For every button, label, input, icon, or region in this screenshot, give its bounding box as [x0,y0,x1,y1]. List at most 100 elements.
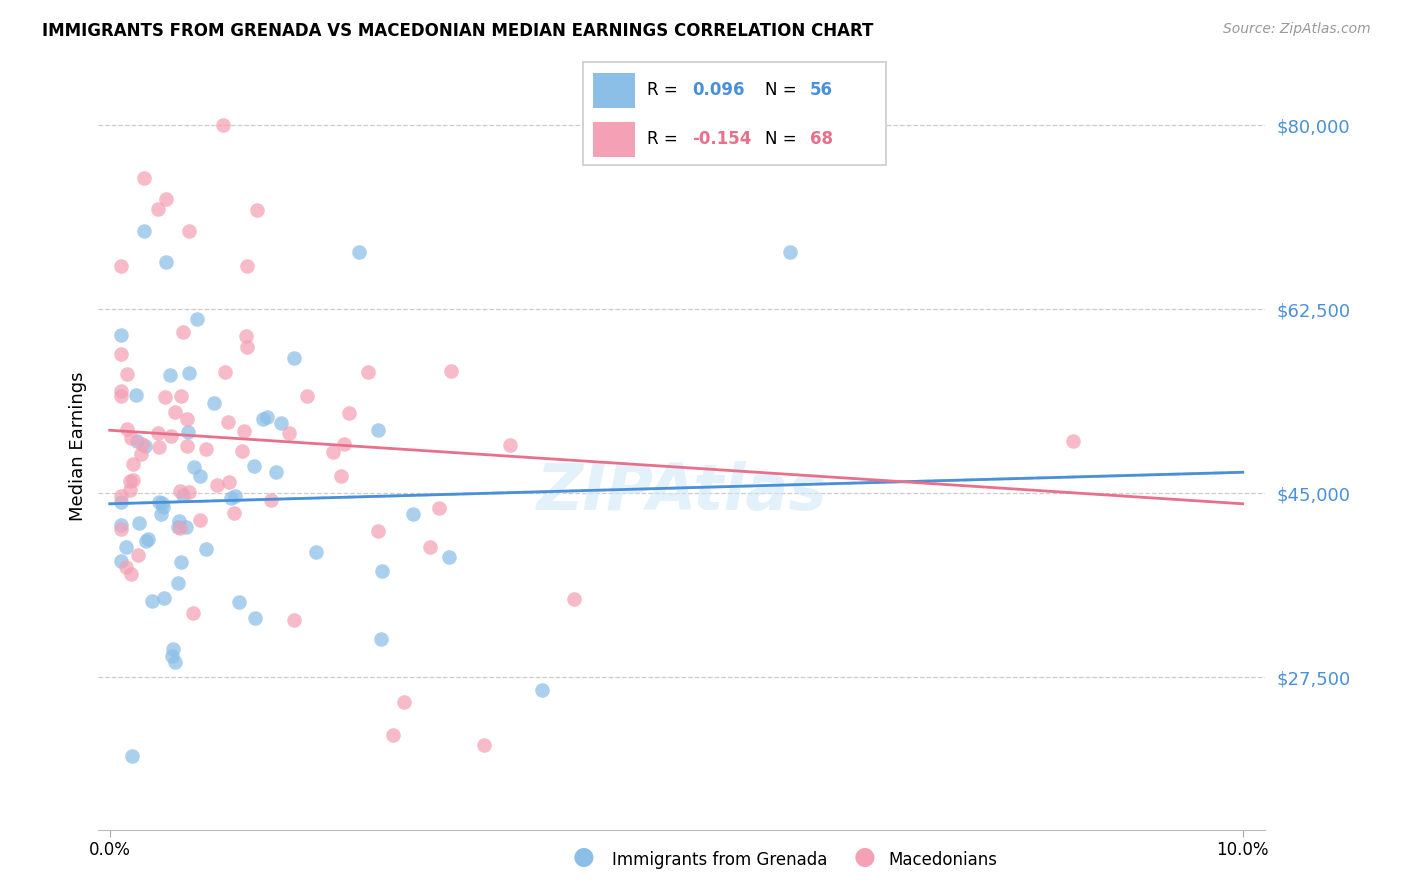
Point [322,445,344,459]
Point [132,171,155,186]
Text: N =: N = [765,130,801,148]
Point [235,329,257,343]
Point [202,396,225,410]
Text: 56: 56 [810,81,834,99]
Point [115,367,138,381]
Point [429,500,451,515]
Text: ZIPAtlas: ZIPAtlas [537,461,827,523]
Point [167,520,190,534]
Point [264,465,287,479]
Point [305,545,328,559]
Point [177,366,200,380]
Text: ●: ● [572,845,595,869]
Point [217,416,239,430]
Point [779,244,801,259]
Point [218,475,240,490]
Text: R =: R = [647,81,683,99]
Point [160,649,183,664]
Point [121,749,143,764]
Point [110,495,132,509]
Point [131,447,153,461]
Point [153,390,176,404]
Point [162,642,184,657]
Point [165,656,187,670]
Point [172,325,194,339]
Point [224,489,246,503]
Point [110,554,132,568]
Text: 68: 68 [810,130,834,148]
Point [188,513,211,527]
Point [125,434,148,449]
Point [330,469,353,483]
Text: 0.096: 0.096 [692,81,745,99]
Point [159,368,181,382]
Point [370,632,392,646]
Text: Immigrants from Grenada: Immigrants from Grenada [612,851,827,869]
Point [176,411,198,425]
Text: ●: ● [853,845,876,869]
Point [195,442,218,456]
Point [148,495,170,509]
Point [169,521,191,535]
Point [170,555,193,569]
Point [146,202,169,217]
Point [110,489,132,503]
Point [337,406,360,420]
Point [283,613,305,627]
Point [195,541,218,556]
Text: R =: R = [647,130,683,148]
Point [531,683,554,698]
Point [169,514,191,528]
Point [270,416,292,430]
Point [212,119,235,133]
Point [136,532,159,546]
Point [177,223,200,237]
Point [259,493,281,508]
Point [134,439,156,453]
Point [562,592,585,607]
Point [176,439,198,453]
Point [155,192,177,206]
Point [146,425,169,440]
Point [188,468,211,483]
Point [163,405,186,419]
Point [125,388,148,402]
Point [110,518,132,533]
Point [122,457,145,471]
Point [233,424,256,438]
FancyBboxPatch shape [583,62,886,165]
Point [224,506,246,520]
Text: Macedonians: Macedonians [889,851,998,869]
Point [371,565,394,579]
Text: N =: N = [765,81,801,99]
Point [115,560,138,574]
Point [152,500,174,514]
Text: Source: ZipAtlas.com: Source: ZipAtlas.com [1223,22,1371,37]
Text: IMMIGRANTS FROM GRENADA VS MACEDONIAN MEDIAN EARNINGS CORRELATION CHART: IMMIGRANTS FROM GRENADA VS MACEDONIAN ME… [42,22,873,40]
Text: -0.154: -0.154 [692,130,752,148]
Point [120,431,142,445]
Point [252,412,274,426]
Point [402,507,425,521]
Point [186,312,208,326]
Point [169,483,191,498]
Point [177,484,200,499]
Point [110,347,132,361]
Point [231,443,253,458]
Point [110,388,132,402]
Point [120,567,142,582]
Point [1062,434,1084,448]
Point [392,695,415,709]
FancyBboxPatch shape [592,73,636,108]
Point [236,340,259,354]
Point [367,524,389,538]
Point [472,739,495,753]
Point [131,437,153,451]
Point [228,595,250,609]
Point [153,591,176,605]
Point [242,458,264,473]
Point [499,438,522,452]
Y-axis label: Median Earnings: Median Earnings [69,371,87,521]
FancyBboxPatch shape [592,122,636,157]
Point [236,259,259,273]
